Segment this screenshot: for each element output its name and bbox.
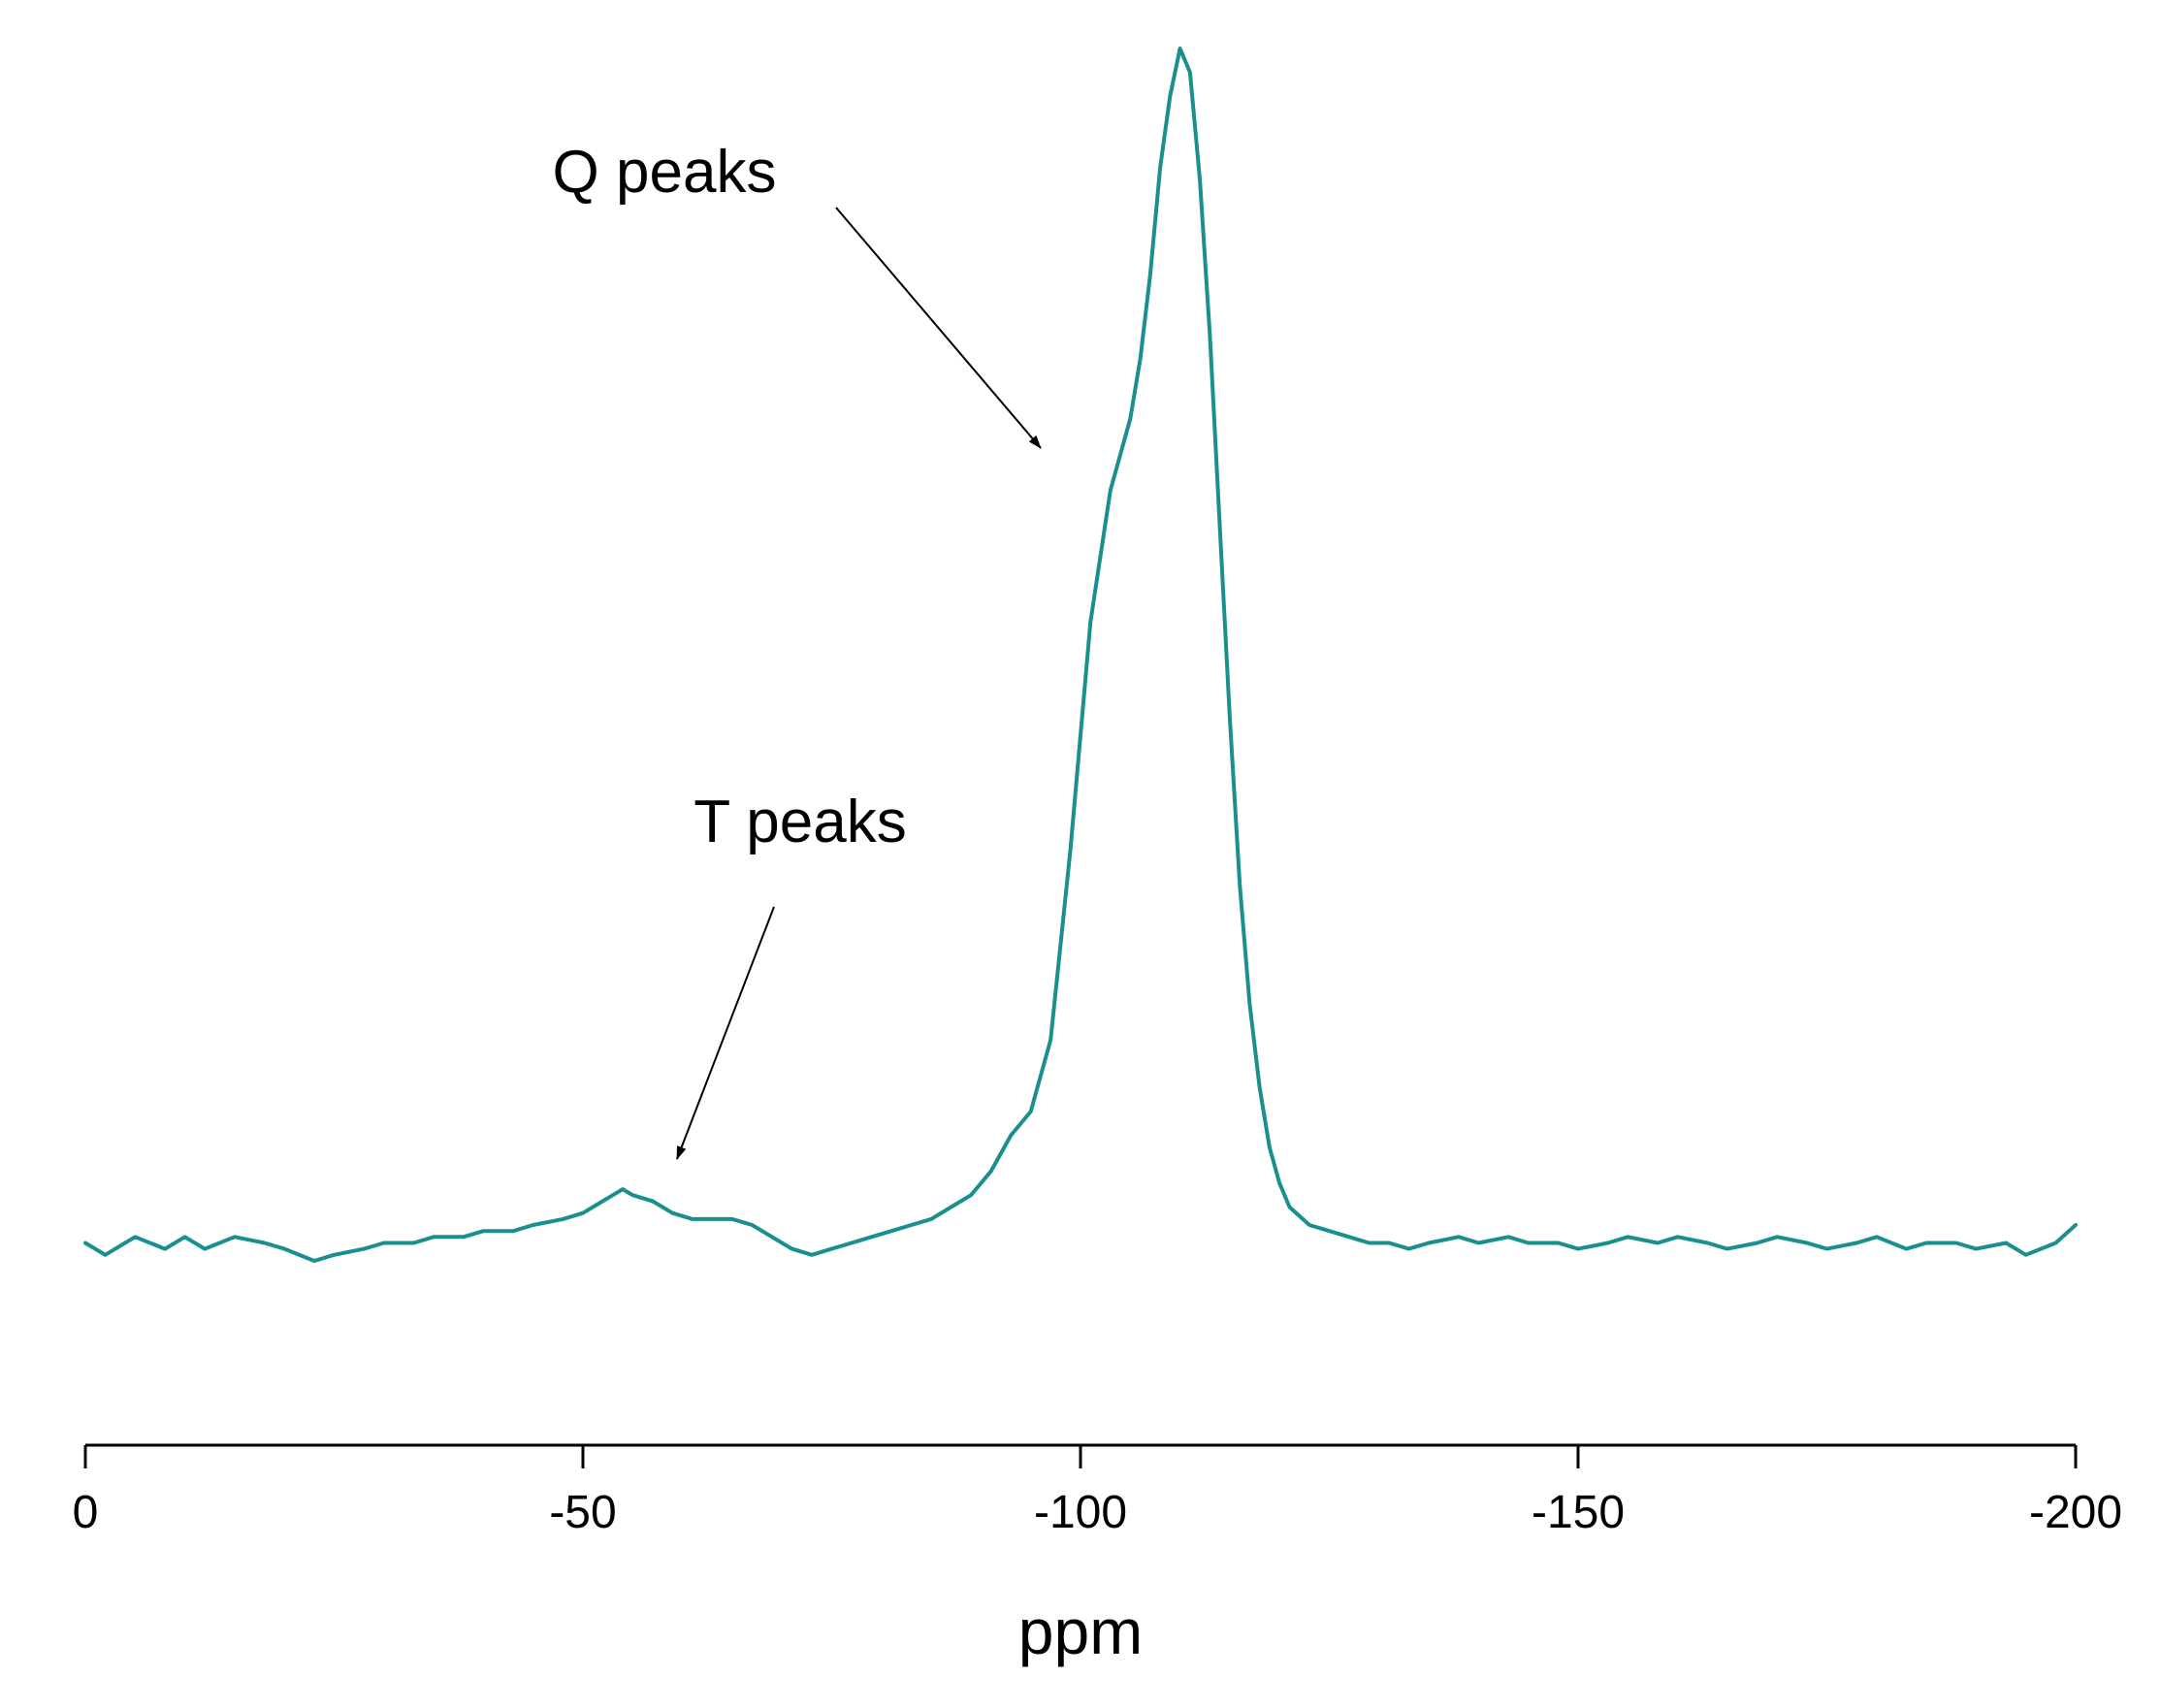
x-tick-label: -200 (2029, 1487, 2122, 1538)
t-peaks-arrow (676, 906, 775, 1160)
q-peaks-arrow (835, 207, 1042, 449)
x-tick-label: -50 (549, 1487, 616, 1538)
plot-area (83, 47, 2078, 1263)
spectrum-line (83, 47, 2078, 1263)
x-axis-label: ppm (1018, 1595, 1143, 1667)
x-tick-label: -150 (1532, 1487, 1625, 1538)
t-peaks-label: T peaks (693, 789, 906, 855)
q-peaks-label: Q peaks (553, 139, 777, 206)
annotations: Q peaks T peaks (553, 139, 1042, 1160)
x-ticks: 0 -50 -100 -150 -200 (73, 1445, 2122, 1538)
x-axis: 0 -50 -100 -150 -200 ppm (73, 1443, 2122, 1667)
x-tick-label: -100 (1034, 1487, 1127, 1538)
x-tick-label: 0 (73, 1487, 99, 1538)
